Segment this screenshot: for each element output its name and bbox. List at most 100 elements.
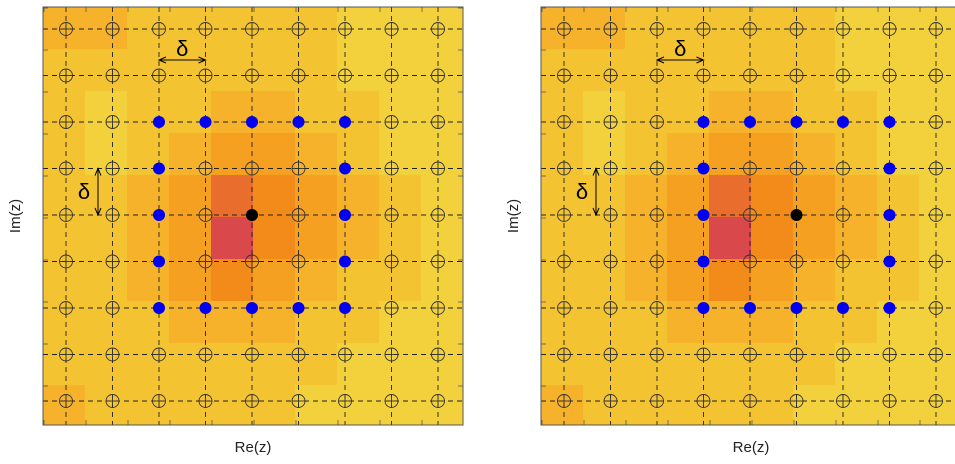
- lattice-point: [882, 22, 897, 36]
- lattice-point: [245, 68, 259, 83]
- heat-cell: [85, 343, 128, 386]
- lattice-point: [198, 254, 213, 269]
- x-axis-label: Re(z): [235, 439, 272, 456]
- boundary-point: [883, 162, 896, 175]
- lattice-point: [338, 68, 352, 83]
- heat-cell: [625, 217, 668, 260]
- boundary-point: [339, 116, 351, 128]
- heat-cell: [751, 49, 794, 92]
- heat-cell: [85, 217, 128, 260]
- heat-cell: [877, 175, 920, 218]
- lattice-point: [789, 22, 804, 36]
- lattice-point: [929, 347, 943, 362]
- heat-cell: [625, 259, 668, 302]
- boundary-point: [697, 209, 710, 221]
- lattice-point: [431, 347, 445, 362]
- heat-cell: [379, 343, 422, 386]
- heat-cell: [751, 301, 794, 344]
- lattice-point: [836, 22, 850, 36]
- y-axis-label: Im(z): [505, 199, 522, 233]
- lattice-point: [743, 347, 757, 362]
- heat-cell: [211, 49, 254, 92]
- heat-cell: [43, 175, 86, 218]
- heat-cell: [835, 49, 878, 92]
- heat-cell: [751, 175, 794, 218]
- boundary-point: [153, 255, 165, 268]
- lattice-point: [384, 301, 399, 315]
- boundary-point: [199, 116, 212, 128]
- lattice-point: [789, 394, 804, 408]
- heat-cell: [877, 7, 920, 50]
- lattice-point: [743, 208, 757, 222]
- heat-cell: [709, 7, 752, 50]
- heat-cell: [751, 385, 794, 425]
- lattice-point: [929, 394, 943, 408]
- lattice-point: [105, 301, 120, 315]
- lattice-point: [696, 68, 711, 83]
- heat-cell: [127, 91, 170, 134]
- heat-cell: [127, 385, 170, 425]
- arrow-head: [198, 56, 207, 64]
- heat-cell: [211, 217, 254, 260]
- lattice-point: [431, 22, 445, 36]
- heat-cell: [919, 7, 955, 50]
- heat-cell: [793, 385, 836, 425]
- heat-cell: [43, 49, 86, 92]
- lattice-point: [929, 115, 943, 129]
- heat-cell: [835, 217, 878, 260]
- heat-cell: [295, 49, 338, 92]
- heat-cell: [337, 217, 380, 260]
- lattice-point: [431, 394, 445, 408]
- heat-cell: [253, 7, 296, 50]
- heat-cell: [337, 385, 380, 425]
- heat-cell: [253, 385, 296, 425]
- heat-cell: [211, 175, 254, 218]
- heat-cell: [877, 217, 920, 260]
- heat-cell: [169, 217, 212, 260]
- panel-left: δ δ Re(z) Im(z): [7, 6, 464, 456]
- lattice-point: [557, 115, 571, 129]
- boundary-point: [883, 302, 896, 314]
- lattice-point: [743, 68, 757, 83]
- lattice-point: [431, 301, 445, 315]
- lattice-point: [603, 347, 618, 362]
- lattice-point: [557, 301, 571, 315]
- lattice-point: [650, 161, 664, 176]
- heat-cell: [709, 385, 752, 425]
- heat-cell: [211, 343, 254, 386]
- heat-cell: [541, 343, 584, 386]
- lattice-point: [650, 301, 664, 315]
- lattice-point: [384, 68, 399, 83]
- lattice-point: [431, 161, 445, 176]
- heat-cell: [835, 133, 878, 176]
- lattice-point: [59, 394, 73, 408]
- heat-cell: [877, 49, 920, 92]
- lattice-point: [603, 254, 618, 269]
- heat-cell: [709, 259, 752, 302]
- lattice-point: [836, 68, 850, 83]
- lattice-point: [198, 394, 213, 408]
- lattice-point: [59, 161, 73, 176]
- heat-cell: [253, 175, 296, 218]
- heat-cell: [625, 385, 668, 425]
- heat-cell: [379, 385, 422, 425]
- heat-cell: [793, 343, 836, 386]
- heat-cell: [43, 7, 86, 50]
- heat-cell: [541, 175, 584, 218]
- heat-cell: [709, 175, 752, 218]
- heat-cell: [421, 343, 463, 386]
- lattice-point: [152, 68, 166, 83]
- lattice-point: [929, 301, 943, 315]
- lattice-point: [603, 22, 618, 36]
- heat-cell: [583, 175, 626, 218]
- boundary-point: [246, 302, 258, 314]
- axis-ticks: [43, 7, 463, 425]
- lattice-point: [59, 115, 73, 129]
- heat-cell: [169, 175, 212, 218]
- heat-cell: [211, 133, 254, 176]
- heat-cell: [295, 385, 338, 425]
- heat-cell: [379, 217, 422, 260]
- heat-cell: [793, 259, 836, 302]
- lattice-point: [836, 161, 850, 176]
- boundary-point: [790, 302, 803, 314]
